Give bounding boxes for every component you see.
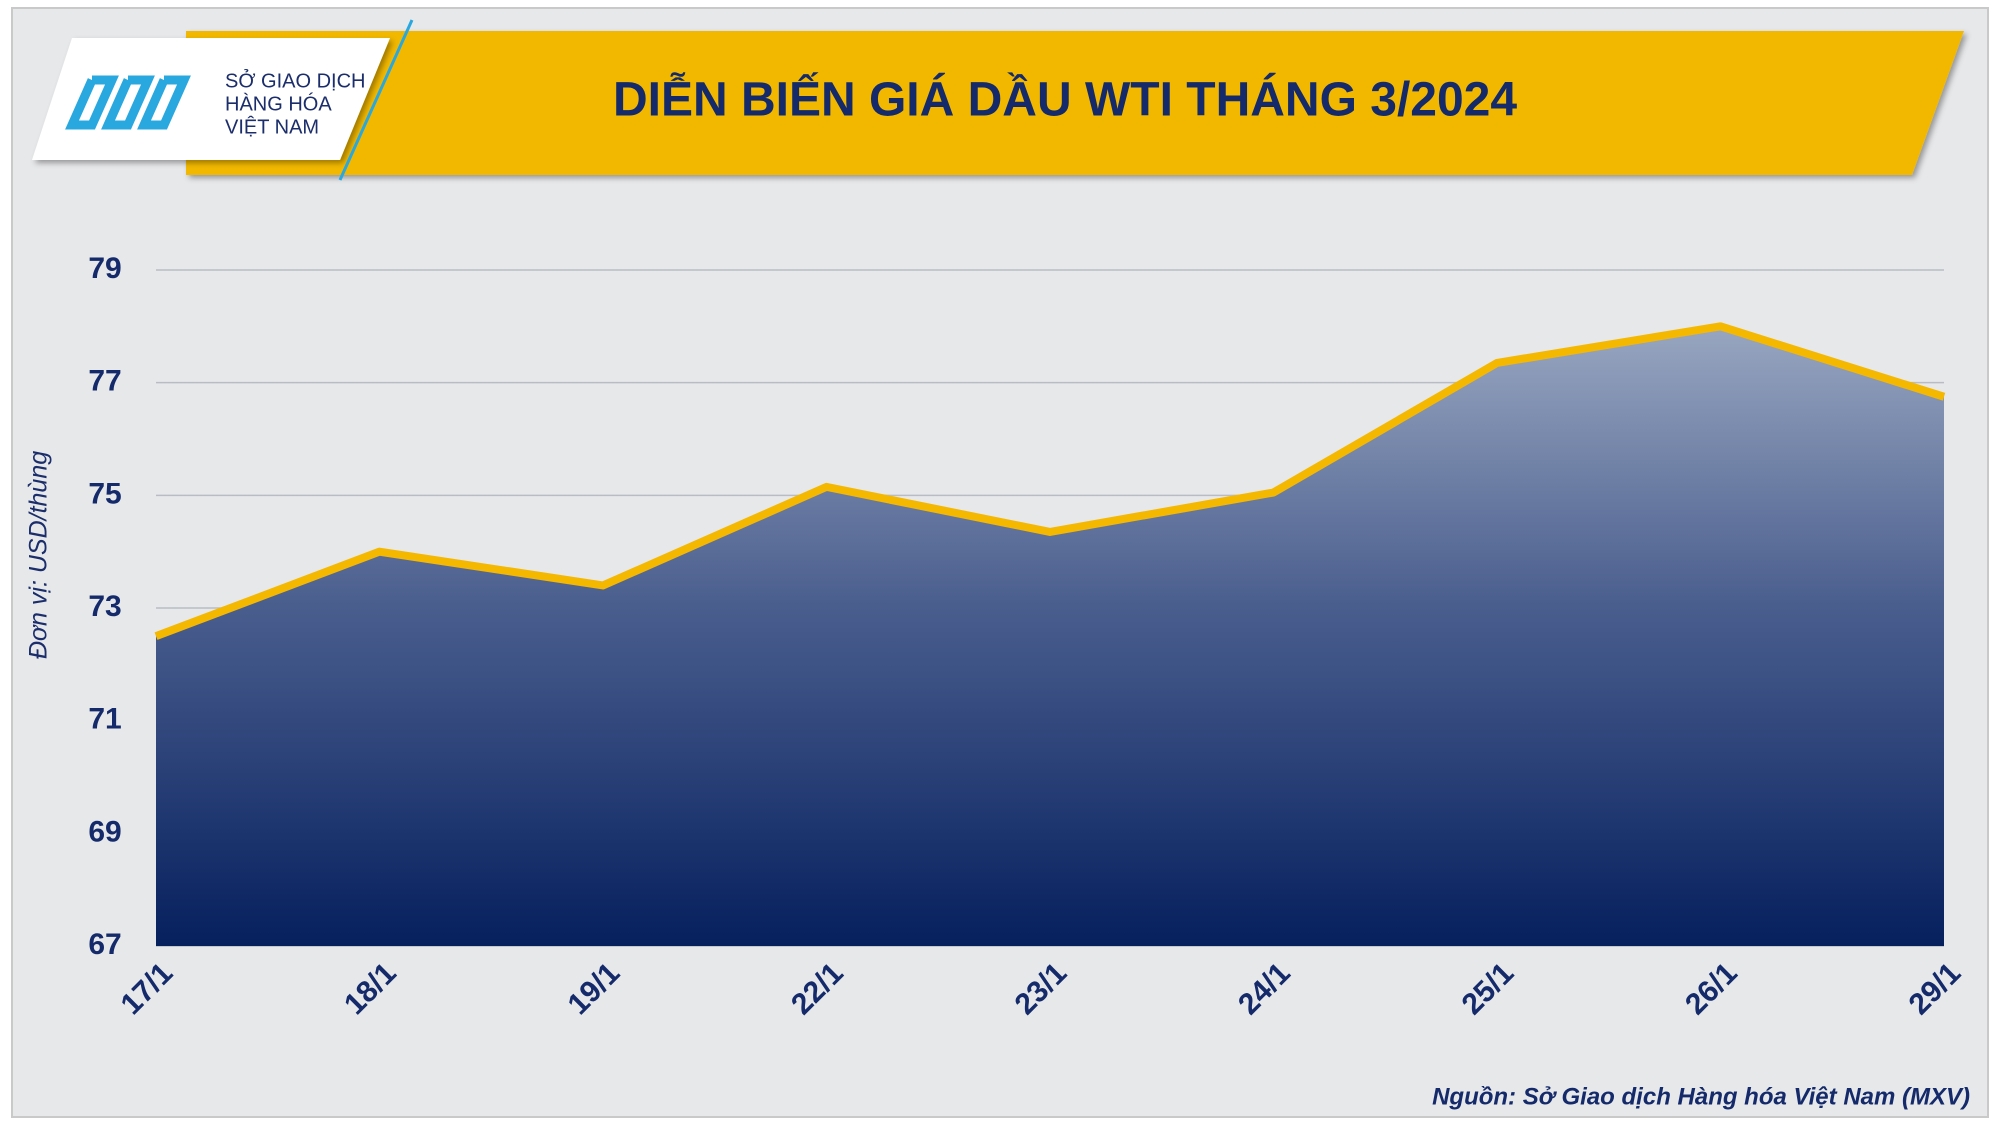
- area: [156, 326, 1944, 946]
- chart-title: DIỄN BIẾN GIÁ DẦU WTI THÁNG 3/2024: [613, 73, 1517, 127]
- line: [154, 322, 1946, 640]
- y-axis-label: Đơn vị: USD/thùng: [25, 451, 53, 659]
- logo-icon: [65, 75, 191, 130]
- y-tick-label: 79: [88, 252, 121, 285]
- logo-text: HÀNG HÓA: [225, 92, 332, 115]
- logo-accent: [338, 19, 414, 181]
- y-tick-label: 77: [88, 365, 121, 398]
- title-banner: [186, 31, 1964, 175]
- source: Nguồn: Sở Giao dịch Hàng hóa Việt Nam (M…: [1432, 1083, 1970, 1110]
- y-tick-label: 67: [88, 928, 121, 961]
- y-tick-label: 71: [88, 703, 121, 736]
- logo-text: VIỆT NAM: [225, 115, 319, 138]
- y-tick-label: 69: [88, 815, 121, 848]
- logo-text: SỞ GIAO DỊCH: [225, 68, 366, 92]
- y-tick-label: 73: [88, 590, 121, 623]
- y-tick-label: 75: [88, 477, 121, 510]
